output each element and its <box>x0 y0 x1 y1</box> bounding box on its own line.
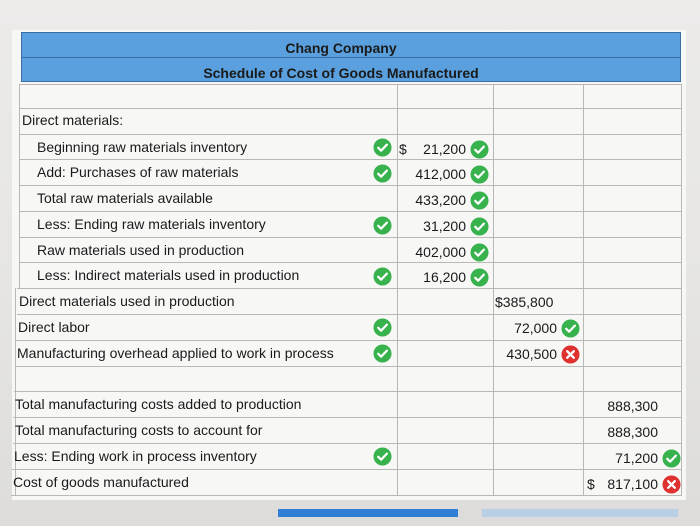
amount-indirect-used-input[interactable]: 16,200 <box>423 269 466 285</box>
amount-ending-wip-input[interactable]: 71,200 <box>615 450 658 466</box>
amount-beginning-raw-input[interactable]: 21,200 <box>423 141 466 157</box>
header-divider <box>22 57 680 58</box>
cogm-dollar-sign: $ <box>587 476 595 492</box>
correct-check-icon <box>373 344 392 363</box>
row-label-raw-used: Raw materials used in production <box>37 242 244 258</box>
amount-ending-raw-input[interactable]: 31,200 <box>423 218 466 234</box>
correct-check-icon <box>470 165 489 184</box>
amount-total-added-input[interactable]: 888,300 <box>607 398 658 414</box>
schedule-title: Schedule of Cost of Goods Manufactured <box>203 65 479 81</box>
amount-dm-used-input[interactable]: $385,800 <box>495 294 554 310</box>
correct-check-icon <box>373 216 392 235</box>
incorrect-x-icon <box>662 475 681 494</box>
correct-check-icon <box>470 243 489 262</box>
row-label-direct-labor: Direct labor <box>18 319 90 335</box>
correct-check-icon <box>373 164 392 183</box>
amount-purchases-input[interactable]: 412,000 <box>415 166 466 182</box>
row-label-ending-wip: Less: Ending work in process inventory <box>14 448 257 464</box>
correct-check-icon <box>373 267 392 286</box>
dollar-sign: $ <box>399 141 407 157</box>
row-label-beginning-raw: Beginning raw materials inventory <box>37 139 248 155</box>
correct-check-icon <box>373 138 392 157</box>
row-label-cogm: Cost of goods manufactured <box>13 474 189 490</box>
amount-direct-labor-input[interactable]: 72,000 <box>514 320 557 336</box>
amount-cogm-input[interactable]: 817,100 <box>607 476 658 492</box>
amount-moh-applied-input[interactable]: 430,500 <box>506 346 557 362</box>
correct-check-icon <box>373 447 392 466</box>
row-label-dm-used: Direct materials used in production <box>19 293 235 309</box>
row-label-indirect-used: Less: Indirect materials used in product… <box>37 267 300 283</box>
row-label-total-available: Total raw materials available <box>37 190 213 206</box>
incorrect-x-icon <box>561 345 580 364</box>
row-label-direct-materials: Direct materials: <box>22 112 124 128</box>
row-label-total-account: Total manufacturing costs to account for <box>15 422 263 438</box>
row-label-ending-raw: Less: Ending raw materials inventory <box>37 216 266 232</box>
amount-total-available-input[interactable]: 433,200 <box>415 192 466 208</box>
correct-check-icon <box>561 319 580 338</box>
correct-check-icon <box>470 191 489 210</box>
amount-raw-used-input[interactable]: 402,000 <box>415 244 466 260</box>
correct-check-icon <box>470 217 489 236</box>
row-label-total-added: Total manufacturing costs added to produ… <box>15 396 302 412</box>
row-label-purchases: Add: Purchases of raw materials <box>37 164 239 180</box>
correct-check-icon <box>662 449 681 468</box>
correct-check-icon <box>373 318 392 337</box>
schedule-header <box>21 32 681 82</box>
amount-total-account-input[interactable]: 888,300 <box>607 424 658 440</box>
row-label-moh-applied: Manufacturing overhead applied to work i… <box>17 345 334 361</box>
company-name: Chang Company <box>285 40 397 56</box>
correct-check-icon <box>470 268 489 287</box>
prev-button[interactable] <box>278 509 458 517</box>
correct-check-icon <box>470 140 489 159</box>
next-button[interactable] <box>482 509 678 517</box>
